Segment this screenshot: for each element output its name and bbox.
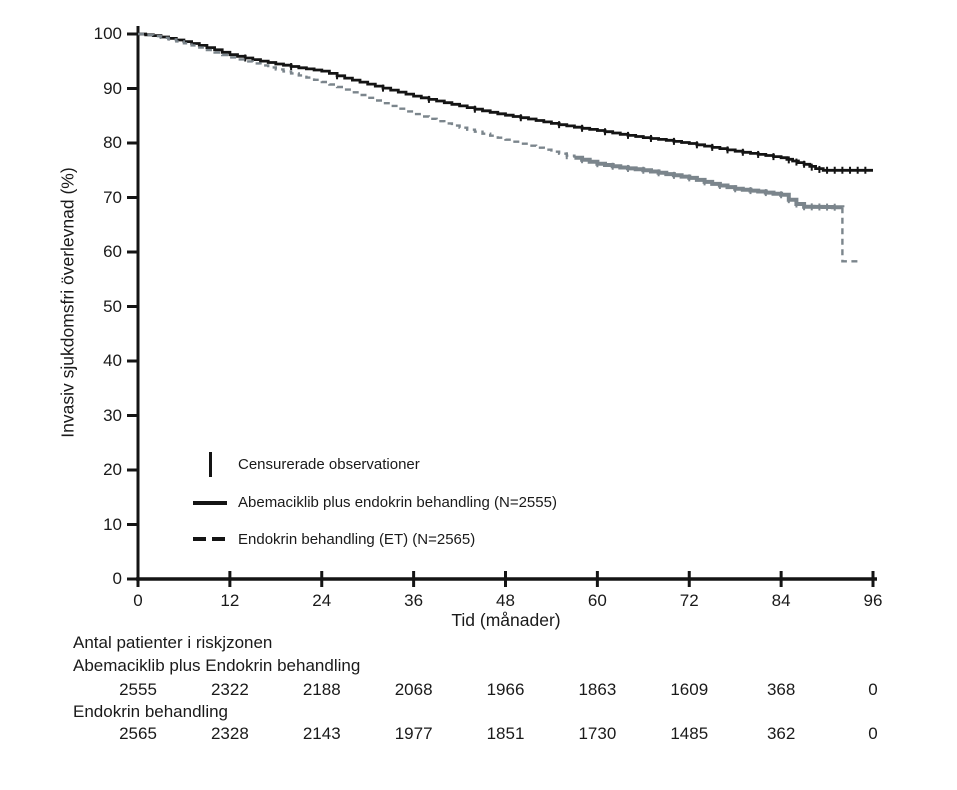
legend-label-abemaciclib: Abemaciklib plus endokrin behandling (N=… [238,494,557,511]
risk-row-label-et: Endokrin behandling [73,702,229,721]
risk-count: 1851 [486,724,525,743]
y-tick-label: 40 [103,351,122,370]
x-tick-label: 60 [587,591,607,610]
risk-row-label-abemaciclib: Abemaciklib plus Endokrin behandling [73,656,361,675]
risk-count: 1485 [670,724,709,743]
risk-count: 2143 [302,724,341,743]
x-axis-title: Tid (månader) [451,610,561,630]
y-tick-label: 60 [103,242,122,261]
y-tick-label: 50 [103,296,122,316]
risk-count: 0 [868,680,878,699]
x-tick-label: 72 [679,591,699,610]
risk-count: 362 [766,724,796,743]
survival-curve-et [138,32,576,158]
dashed-line-icon [212,537,225,541]
risk-count: 2188 [302,680,341,699]
risk-count: 1863 [578,680,617,699]
risk-count: 1609 [670,680,709,699]
risk-count: 2555 [119,680,157,699]
y-tick-label: 90 [103,78,122,98]
y-tick-label: 0 [112,569,122,588]
x-tick-label: 24 [312,591,332,610]
x-tick-label: 12 [220,591,240,610]
risk-count: 0 [868,724,878,743]
y-tick-label: 80 [103,133,122,152]
survival-curve-et [841,207,858,263]
legend-label-censored: Censurerade observationer [238,456,420,473]
x-tick-label: 0 [133,591,143,610]
y-tick-label: 100 [93,24,122,43]
solid-line-icon [193,501,227,505]
risk-count: 2328 [210,724,249,743]
y-tick-label: 20 [103,460,122,479]
x-tick-label: 84 [771,591,791,610]
x-tick-label: 96 [863,591,883,610]
y-tick-label: 30 [103,405,122,425]
dashed-line-icon [193,537,206,541]
x-tick-label: 48 [496,591,515,610]
y-tick-label: 70 [103,187,122,207]
risk-count: 1966 [486,680,525,699]
legend-label-et: Endokrin behandling (ET) (N=2565) [238,531,476,548]
y-tick-label: 10 [103,514,122,534]
survival-curve-abemaciclib [138,32,873,172]
risk-count: 2322 [210,680,249,699]
risk-table-title: Antal patienter i riskjzonen [73,633,273,652]
risk-count: 2068 [394,680,433,699]
risk-count: 1977 [394,724,433,743]
risk-count: 1730 [578,724,617,743]
survival-curve-et [574,155,845,210]
risk-count: 368 [766,680,796,699]
x-tick-label: 36 [404,591,424,610]
censor-mark-icon [209,452,212,477]
risk-count: 2565 [119,724,157,743]
